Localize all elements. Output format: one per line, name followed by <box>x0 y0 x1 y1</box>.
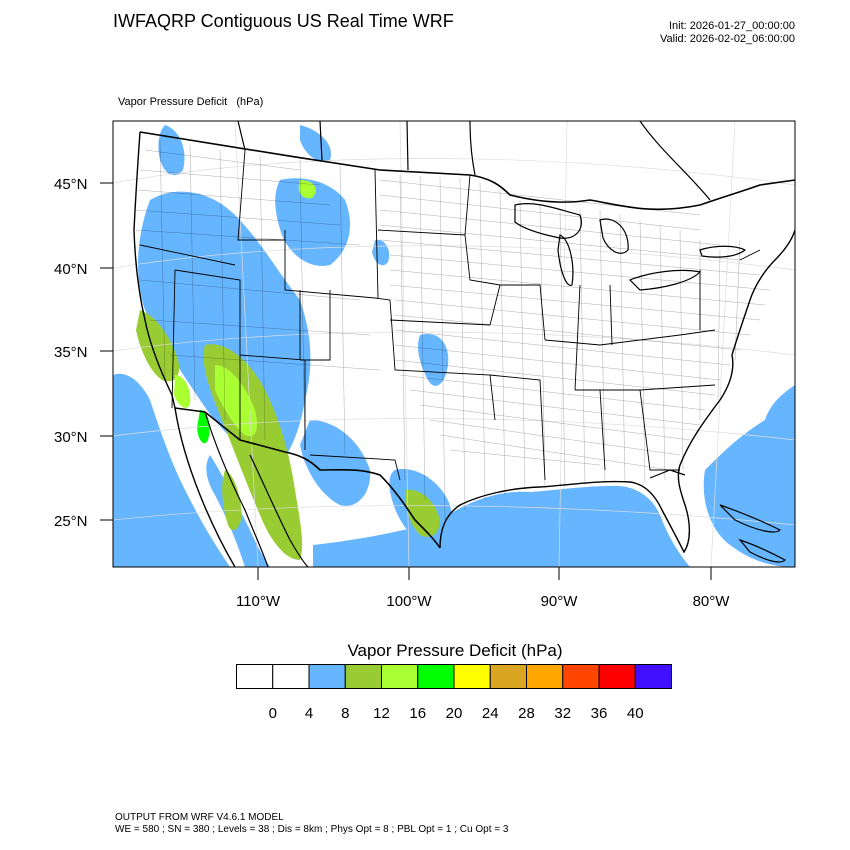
map-title: IWFAQRP Contiguous US Real Time WRF <box>113 11 454 31</box>
colorbar-tick-label: 28 <box>518 705 535 722</box>
footer-config: WE = 580 ; SN = 380 ; Levels = 38 ; Dis … <box>115 824 509 835</box>
lat-label: 35°N <box>54 344 88 361</box>
atlantic-ocean <box>703 385 795 567</box>
lon-label: 90°W <box>541 593 579 610</box>
colorbar-swatch <box>344 664 382 689</box>
colorbar-swatch <box>562 664 600 689</box>
lat-axis <box>100 182 113 521</box>
lon-label: 80°W <box>693 593 731 610</box>
colorbar-swatch <box>526 664 564 689</box>
colorbar <box>236 664 672 689</box>
colorbar-swatch <box>381 664 419 689</box>
colorbar-tick-label: 24 <box>481 705 499 722</box>
colorbar-tick-label: 8 <box>341 705 350 722</box>
borders <box>133 121 795 567</box>
lon-label: 100°W <box>386 593 432 610</box>
map-frame <box>112 120 796 568</box>
colorbar-swatch <box>236 664 274 689</box>
lat-label: 45°N <box>54 176 88 193</box>
map-content <box>113 121 795 567</box>
colorbar-swatch <box>417 664 455 689</box>
legend-title: Vapor Pressure Deficit (hPa) <box>347 641 563 660</box>
colorbar-tick-label: 32 <box>554 705 572 722</box>
colorbar-swatch <box>598 664 636 689</box>
footer-model: OUTPUT FROM WRF V4.6.1 MODEL <box>115 812 284 823</box>
lat-label: 25°N <box>54 513 88 530</box>
field-label: Vapor Pressure Deficit (hPa) <box>118 96 264 108</box>
colorbar-swatch <box>453 664 491 689</box>
colorbar-swatch <box>489 664 527 689</box>
valid-time: Valid: 2026-02-02_06:00:00 <box>660 33 795 45</box>
colorbar-tick-label: 40 <box>626 705 644 722</box>
lon-label: 110°W <box>236 593 281 610</box>
colorbar-swatch <box>634 664 672 689</box>
colorbar-tick-label: 12 <box>373 705 390 722</box>
county-lines <box>135 139 771 521</box>
colorbar-tick-label: 20 <box>445 705 463 722</box>
colorbar-tick-label: 4 <box>304 705 314 722</box>
state-lines <box>139 149 761 481</box>
colorbar-swatch <box>308 664 346 689</box>
graticule <box>113 121 795 567</box>
lat-label: 30°N <box>54 429 88 446</box>
gulf-ocean <box>313 485 690 567</box>
init-time: Init: 2026-01-27_00:00:00 <box>669 20 795 32</box>
colorbar-tick-label: 36 <box>590 705 608 722</box>
lat-label: 40°N <box>54 261 88 278</box>
lon-axis <box>257 567 712 580</box>
pacific-ocean <box>113 373 230 567</box>
colorbar-tick-label: 16 <box>409 705 427 722</box>
colorbar-tick-label: 0 <box>268 705 277 722</box>
colorbar-swatch <box>272 664 310 689</box>
